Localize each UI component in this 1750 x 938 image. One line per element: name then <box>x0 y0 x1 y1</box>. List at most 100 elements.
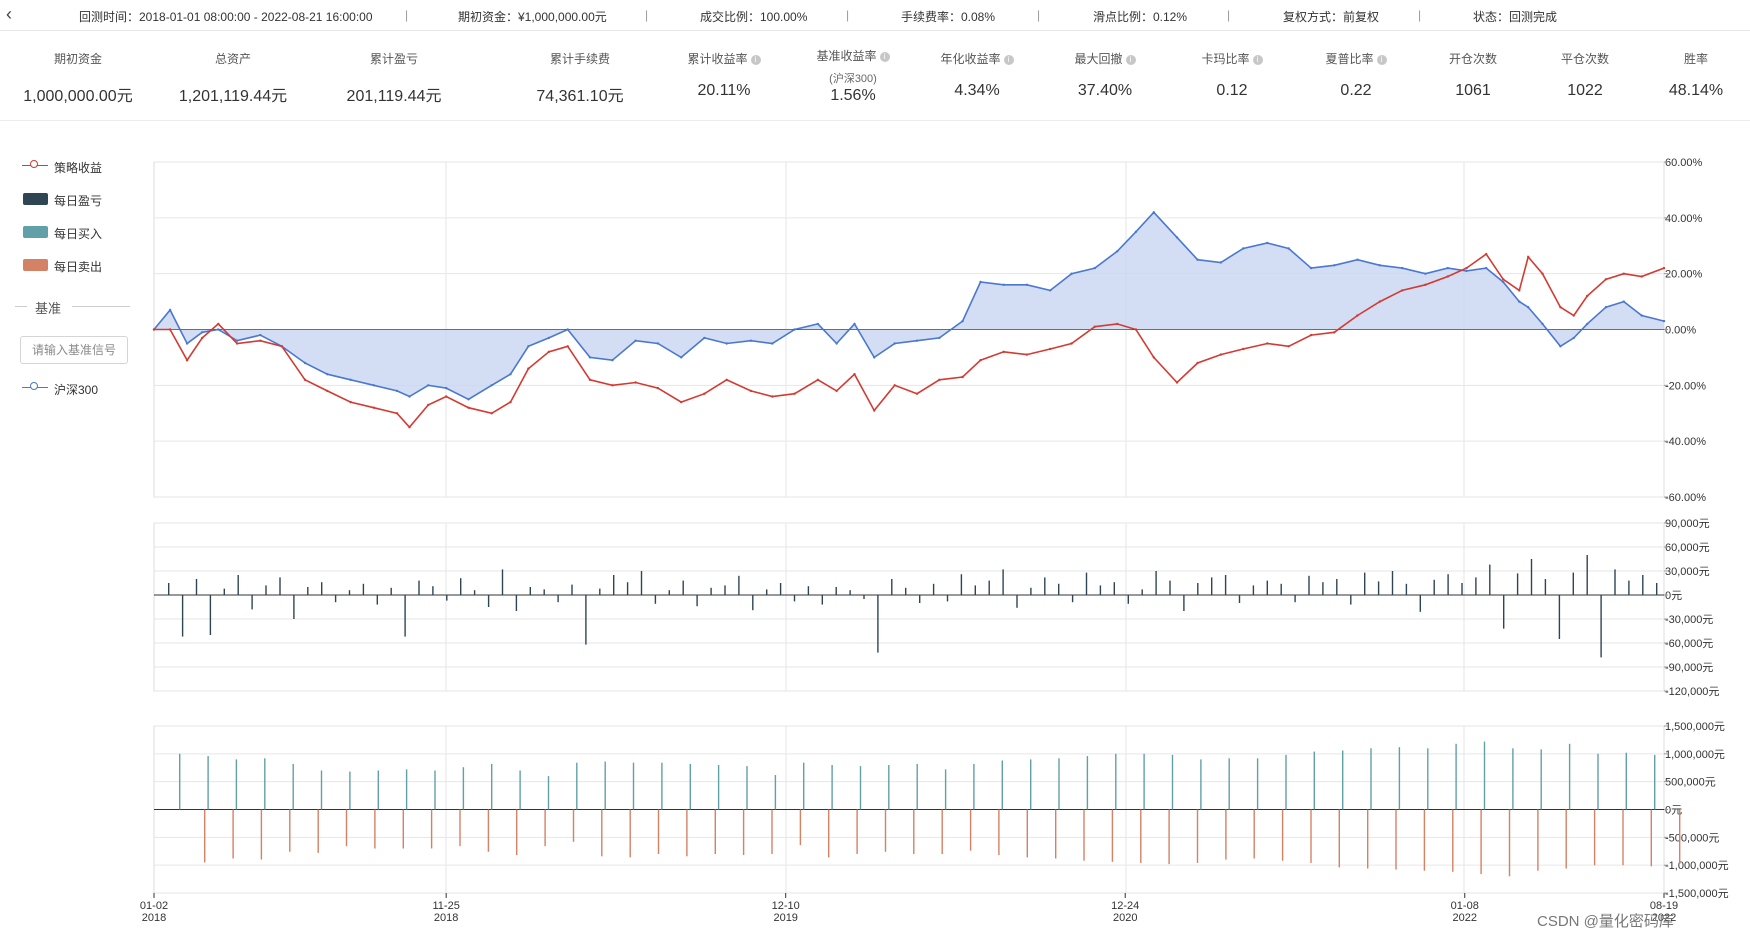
stat-label: 最大回撤 i <box>1045 50 1165 67</box>
pnl-bar <box>1447 574 1449 595</box>
buy-bar <box>831 765 833 810</box>
strategy-point <box>793 392 796 395</box>
info-icon[interactable]: i <box>1003 55 1014 65</box>
pnl-bar <box>1322 582 1324 595</box>
back-arrow-icon[interactable]: ‹ <box>6 4 12 24</box>
buy-bar <box>462 767 465 810</box>
benchmark-point <box>835 342 838 345</box>
separator: | <box>1227 8 1231 22</box>
pnl-bar <box>418 580 420 595</box>
stat-close-count: 平仓次数 1022 <box>1525 31 1645 120</box>
legend-label: 每日买入 <box>54 227 103 241</box>
strategy-point <box>1070 342 1073 345</box>
benchmark-point <box>349 378 352 381</box>
pnl-bar <box>473 590 476 595</box>
stat-calmar-ratio: 卡玛比率 i 0.12 <box>1172 31 1292 120</box>
stats-row: 期初资金 1,000,000.00元 总资产 1,201,119.44元 累计盈… <box>0 31 1750 121</box>
buy-bar <box>491 763 493 810</box>
buy-bar <box>1143 753 1145 810</box>
pnl-bar <box>1266 580 1268 595</box>
pnl-bar <box>1336 579 1338 595</box>
sell-bar <box>686 809 688 857</box>
legend-label: 沪深300 <box>54 383 99 397</box>
sell-bar <box>1225 809 1227 860</box>
sell-bar <box>1508 809 1511 877</box>
stat-win-rate: 胜率 48.14% <box>1636 31 1750 120</box>
initial-capital-info: 期初资金：¥1,000,000.00元 <box>458 10 607 24</box>
benchmark-point <box>1640 314 1643 317</box>
stat-value: 1,201,119.44元 <box>178 88 288 105</box>
info-icon[interactable]: i <box>1376 55 1387 65</box>
sell-bar <box>1452 809 1454 872</box>
trade-chart-y-tick-label: 0元 <box>1665 805 1682 817</box>
pnl-bar <box>321 582 323 595</box>
sell-bar <box>799 809 802 846</box>
x-tick-label: 12-10 <box>772 900 800 912</box>
pnl-bar <box>974 585 976 595</box>
strategy-point <box>1287 345 1290 348</box>
pnl-bar <box>1238 595 1241 603</box>
strategy-point <box>816 378 820 381</box>
sell-bar <box>1395 809 1397 870</box>
pnl-bar <box>1377 581 1380 595</box>
pnl-bar <box>710 587 712 595</box>
pnl-bar <box>1141 589 1143 595</box>
strategy-point <box>1378 300 1382 303</box>
benchmark-point <box>1175 236 1179 239</box>
stat-label: 胜率 <box>1683 52 1708 66</box>
pnl-bar <box>1516 573 1519 595</box>
buy-bar <box>264 758 266 810</box>
info-icon[interactable]: i <box>879 52 890 62</box>
sell-bar <box>884 809 887 852</box>
buy-bar <box>717 765 720 810</box>
buy-bar <box>944 769 947 810</box>
pnl-bar <box>877 595 879 653</box>
benchmark-point <box>185 342 189 345</box>
sell-bar <box>345 809 348 847</box>
info-icon[interactable]: i <box>1252 55 1263 65</box>
x-tick-year-label: 2018 <box>142 912 166 924</box>
strategy-point <box>961 375 964 379</box>
trade-chart-y-tick-label: -1,500,000元 <box>1665 888 1729 900</box>
strategy-point <box>349 400 352 404</box>
stat-benchmark-return: 基准收益率 i (沪深300) 1.56% <box>793 31 913 120</box>
pnl-bar <box>1544 579 1547 595</box>
info-icon[interactable]: i <box>750 55 761 65</box>
sell-bar <box>1650 809 1652 867</box>
strategy-point <box>1309 333 1313 337</box>
stat-value: 37.40% <box>1077 82 1133 99</box>
pnl-bar <box>668 590 670 595</box>
stat-label-text: 基准收益率 <box>816 49 877 63</box>
benchmark-point <box>408 395 411 398</box>
strategy-point <box>168 328 172 331</box>
pnl-bar <box>432 586 434 595</box>
sell-bar <box>1055 809 1057 859</box>
strategy-point <box>547 350 551 353</box>
pnl-bar <box>1294 595 1296 603</box>
strategy-point <box>1527 255 1530 259</box>
benchmark-point <box>680 356 683 359</box>
benchmark-point <box>467 398 470 401</box>
x-tick-year-label: 2020 <box>1113 912 1137 924</box>
divider <box>15 306 27 307</box>
benchmark-point <box>588 356 592 359</box>
pnl-bar <box>487 595 490 607</box>
stat-initial-capital: 期初资金 1,000,000.00元 <box>18 31 138 120</box>
pnl-bar <box>1197 583 1199 595</box>
sell-bar <box>1083 809 1085 861</box>
benchmark-point <box>235 339 239 342</box>
pnl-bar <box>696 595 698 607</box>
pnl-bar <box>626 582 629 595</box>
benchmark-header-label: 基准 <box>35 301 62 316</box>
benchmark-point <box>372 384 375 387</box>
benchmark-area <box>154 212 1664 400</box>
strategy-point <box>749 389 753 393</box>
status-info: 状态：回测完成 <box>1473 10 1558 24</box>
buy-bar <box>916 763 918 810</box>
pnl-bar <box>446 595 448 601</box>
info-icon[interactable]: i <box>1125 55 1136 65</box>
benchmark-input-button[interactable]: 请输入基准信号 <box>20 336 128 364</box>
pnl-bar <box>362 583 365 595</box>
trade-chart-y-tick-label: 1,000,000元 <box>1665 749 1725 761</box>
strategy-point <box>566 345 569 348</box>
